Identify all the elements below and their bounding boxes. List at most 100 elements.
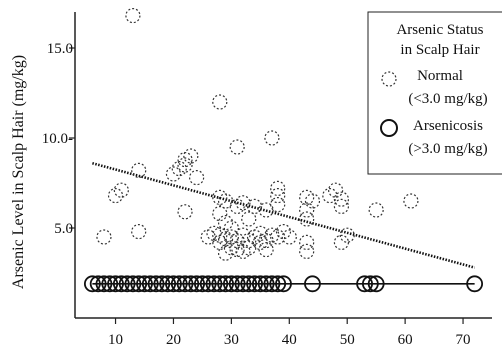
point-normal <box>246 198 263 214</box>
point-normal <box>333 198 350 214</box>
point-normal <box>270 229 286 245</box>
point-normal <box>252 225 268 241</box>
x-tick-label: 60 <box>398 332 413 348</box>
trendline-normal <box>92 161 475 269</box>
legend-title-line-1: Arsenic Status <box>396 22 483 38</box>
point-normal <box>229 139 245 155</box>
point-normal <box>223 220 239 236</box>
point-normal <box>270 180 286 196</box>
point-arsenicosis <box>269 275 287 293</box>
legend-title-line-2: in Scalp Hair <box>400 42 479 58</box>
point-normal <box>299 211 315 227</box>
point-normal <box>304 193 321 209</box>
point-arsenicosis <box>130 275 148 293</box>
point-normal <box>299 189 315 205</box>
legend-label-arsenicosis: Arsenicosis <box>413 118 483 134</box>
point-arsenicosis <box>165 275 182 293</box>
point-normal <box>264 227 280 243</box>
point-normal <box>270 197 286 213</box>
y-tick-label: 5.0 <box>54 221 73 237</box>
point-normal <box>217 193 234 209</box>
point-arsenicosis <box>275 275 292 293</box>
point-normal <box>258 202 274 218</box>
point-normal <box>177 204 193 220</box>
point-normal <box>165 166 182 182</box>
plot-area: 10 20 30 40 50 60 70 5.0 10.0- 15.0 <box>42 7 492 348</box>
point-arsenicosis <box>361 275 379 293</box>
legend: Arsenic Status in Scalp Hair Normal (<3.… <box>367 11 502 175</box>
point-normal <box>229 233 245 249</box>
point-arsenicosis <box>112 275 130 293</box>
point-normal <box>212 227 228 243</box>
x-tick-label: 10 <box>108 332 123 348</box>
point-normal <box>206 225 222 241</box>
legend-sublabel-arsenicosis: (>3.0 mg/kg) <box>408 141 487 157</box>
y-axis-ticks: 5.0 10.0- 15.0 <box>42 41 75 237</box>
point-arsenicosis <box>257 275 275 293</box>
point-arsenicosis <box>159 275 177 293</box>
legend-box <box>367 11 502 175</box>
point-arsenicosis <box>188 275 206 293</box>
point-arsenicosis <box>124 275 142 293</box>
point-normal <box>189 170 205 186</box>
point-normal <box>171 161 187 177</box>
point-arsenicosis <box>176 275 194 293</box>
x-tick-label: 30 <box>224 332 239 348</box>
point-arsenicosis <box>83 275 101 293</box>
point-arsenicosis <box>194 275 211 293</box>
point-normal <box>125 7 141 24</box>
point-arsenicosis <box>251 275 269 293</box>
point-arsenicosis <box>211 275 229 293</box>
point-normal <box>131 162 147 178</box>
x-axis-ticks: 10 20 30 40 50 60 70 <box>108 318 471 348</box>
point-arsenicosis <box>304 275 321 293</box>
point-arsenicosis <box>356 275 373 293</box>
point-normal <box>107 188 124 204</box>
point-normal <box>217 231 234 247</box>
legend-label-normal: Normal <box>417 68 463 84</box>
y-axis-label: Arsenic Level in Scalp Hair (mg/kg) <box>10 55 27 289</box>
point-arsenicosis <box>234 275 252 293</box>
point-arsenicosis <box>228 275 246 293</box>
point-normal <box>235 227 251 243</box>
point-normal <box>270 188 286 204</box>
point-normal <box>183 148 199 164</box>
point-arsenicosis <box>222 275 240 293</box>
point-normal <box>299 202 315 218</box>
point-arsenicosis <box>101 275 119 293</box>
point-arsenicosis <box>153 275 171 293</box>
point-normal <box>339 227 355 243</box>
point-normal <box>328 182 344 198</box>
point-arsenicosis <box>95 275 113 293</box>
legend-sublabel-normal: (<3.0 mg/kg) <box>408 91 487 107</box>
point-normal <box>299 243 315 259</box>
trendlines <box>92 161 475 285</box>
point-normal <box>229 198 245 214</box>
point-normal <box>258 242 274 258</box>
point-normal <box>96 229 112 245</box>
point-normal <box>217 215 234 231</box>
point-normal <box>235 243 251 259</box>
point-normal <box>333 234 350 250</box>
point-normal <box>217 245 234 261</box>
point-arsenicosis <box>240 275 258 293</box>
point-normal <box>333 191 350 207</box>
data-points <box>83 7 484 293</box>
point-normal <box>264 130 280 146</box>
legend-marker-arsenicosis <box>380 119 398 137</box>
point-normal <box>212 94 228 110</box>
x-tick-label: 50 <box>340 332 355 348</box>
point-arsenicosis <box>205 275 223 293</box>
point-normal <box>131 224 147 240</box>
point-arsenicosis <box>182 275 200 293</box>
point-normal <box>299 234 315 250</box>
point-normal <box>403 193 419 209</box>
point-arsenicosis <box>199 275 217 293</box>
point-arsenicosis <box>136 275 153 293</box>
point-normal <box>177 152 193 168</box>
y-tick-label: 10.0- <box>42 131 73 147</box>
point-arsenicosis <box>89 275 107 293</box>
point-arsenicosis <box>246 275 263 293</box>
point-arsenicosis <box>367 275 385 293</box>
